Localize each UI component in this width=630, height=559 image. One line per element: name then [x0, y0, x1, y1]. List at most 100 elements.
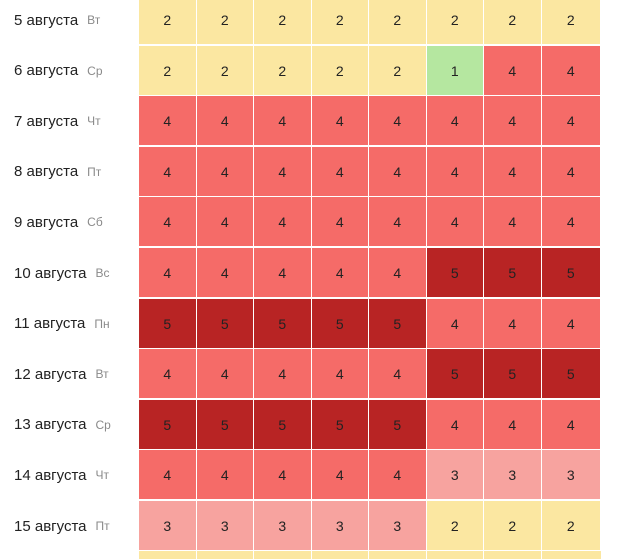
grid-cell: 4: [541, 197, 601, 248]
grid-cell: 4: [254, 450, 312, 501]
partial-cell: [196, 551, 253, 559]
grid-cell: 2: [541, 501, 601, 551]
day-row: 15 августа Пт 3 3 3 3 3 2 2 2: [0, 501, 630, 551]
grid-cell: 4: [196, 96, 254, 147]
grid-cell: 4: [139, 96, 197, 147]
grid-cell: 4: [369, 450, 427, 501]
grid-cell: 5: [311, 298, 369, 349]
weekday-text: Пт: [87, 164, 102, 179]
row-separator: [139, 398, 630, 400]
grid-cell: 4: [311, 96, 369, 147]
grid-cell: 4: [484, 96, 542, 147]
date-text: 11 августа: [14, 315, 86, 333]
grid-cell: 5: [484, 349, 542, 400]
grid-cell: 4: [426, 197, 484, 248]
grid-cell: 4: [369, 248, 427, 298]
grid-cell: 5: [139, 399, 197, 450]
grid-cell: 4: [369, 96, 427, 147]
grid-cell: 2: [369, 45, 427, 96]
day-label: 13 августа Ср: [14, 400, 139, 450]
grid-cell: 2: [196, 45, 254, 96]
partial-cell: [254, 551, 311, 559]
grid-cell: 4: [311, 450, 369, 501]
grid-cell: 4: [311, 248, 369, 298]
grid-cell: 2: [369, 0, 427, 45]
grid-cell: 4: [541, 146, 601, 197]
grid-cell: 2: [311, 45, 369, 96]
weekday-text: Чт: [95, 468, 110, 483]
grid-cell: 4: [484, 298, 542, 349]
grid-cell: 4: [139, 450, 197, 501]
grid-cell: 5: [484, 248, 542, 298]
date-text: 13 августа: [14, 416, 87, 434]
date-text: 9 августа: [14, 213, 79, 231]
grid-cell: 2: [484, 501, 542, 551]
day-label: 5 августа Вт: [14, 0, 139, 45]
weekday-text: Ср: [87, 63, 103, 78]
partial-cell: [139, 551, 196, 559]
day-label: 11 августа Пн: [14, 299, 139, 349]
row-separator: [139, 550, 630, 551]
grid-cell: 3: [484, 450, 542, 501]
day-label: 6 августа Ср: [14, 46, 139, 96]
grid-cell: 4: [139, 349, 197, 400]
grid-cell: 4: [139, 146, 197, 197]
day-row: 14 августа Чт 4 4 4 4 4 3 3 3: [0, 450, 630, 501]
row-separator: [139, 499, 630, 501]
grid-cell: 1: [426, 45, 484, 96]
grid-cell: 4: [311, 349, 369, 400]
date-text: 5 августа: [14, 11, 79, 29]
day-row: 12 августа Вт 4 4 4 4 4 5 5 5: [0, 349, 630, 400]
grid-cell: 2: [541, 0, 601, 45]
day-label: 12 августа Вт: [14, 349, 139, 399]
weekday-text: Ср: [95, 417, 111, 432]
date-text: 10 августа: [14, 264, 87, 282]
day-row: 8 августа Пт 4 4 4 4 4 4 4 4: [0, 146, 630, 197]
date-text: 14 августа: [14, 466, 87, 484]
grid-cell: 3: [426, 450, 484, 501]
grid-cell: 4: [196, 146, 254, 197]
weekday-text: Сб: [87, 215, 103, 230]
grid-cell: 2: [254, 0, 312, 45]
row-separator: [139, 44, 630, 45]
grid-cell: 2: [196, 0, 254, 45]
grid-cell: 4: [196, 248, 254, 298]
day-row: 5 августа Вт 2 2 2 2 2 2 2 2: [0, 0, 630, 45]
grid-cell: 2: [254, 45, 312, 96]
date-text: 15 августа: [14, 517, 87, 535]
grid-cell: 4: [426, 146, 484, 197]
grid-cell: 2: [139, 45, 197, 96]
grid-cell: 2: [426, 501, 484, 551]
day-row: 13 августа Ср 5 5 5 5 5 4 4 4: [0, 399, 630, 450]
grid-cell: 2: [311, 0, 369, 45]
grid-cell: 4: [541, 298, 601, 349]
grid-cell: 4: [254, 146, 312, 197]
weekday-text: Вт: [87, 13, 101, 27]
grid-cell: 3: [541, 450, 601, 501]
grid-cell: 4: [196, 450, 254, 501]
grid-cell: 4: [254, 197, 312, 248]
grid-cell: 4: [311, 197, 369, 248]
grid-cell: 3: [311, 501, 369, 551]
date-text: 8 августа: [14, 163, 79, 181]
day-label: 8 августа Пт: [14, 147, 139, 197]
weekday-text: Пт: [95, 519, 110, 533]
grid-cell: 4: [369, 197, 427, 248]
day-label: 7 августа Чт: [14, 96, 139, 146]
day-label: 14 августа Чт: [14, 450, 139, 500]
grid-cell: 4: [139, 197, 197, 248]
grid-cell: 4: [196, 349, 254, 400]
day-row: 10 августа Вс 4 4 4 4 4 5 5 5: [0, 248, 630, 298]
grid-cell: 4: [254, 248, 312, 298]
day-label: 15 августа Пт: [14, 501, 139, 551]
date-text: 12 августа: [14, 365, 87, 383]
grid-cell: 5: [139, 298, 197, 349]
grid-cell: 4: [311, 146, 369, 197]
partial-cell: [541, 551, 601, 559]
grid-cell: 5: [196, 399, 254, 450]
grid-cell: 5: [254, 298, 312, 349]
row-separator: [139, 347, 630, 349]
grid-cell: 3: [369, 501, 427, 551]
partial-cell: [426, 551, 483, 559]
grid-cell: 4: [541, 96, 601, 147]
